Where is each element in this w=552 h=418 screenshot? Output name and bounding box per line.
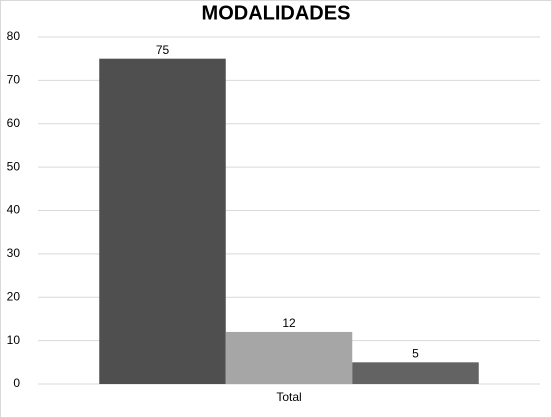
y-tick-label: 20 bbox=[7, 289, 21, 303]
bar bbox=[352, 362, 479, 384]
y-tick-label: 70 bbox=[7, 73, 21, 87]
data-label: 75 bbox=[156, 43, 170, 57]
x-tick-label: Total bbox=[276, 390, 301, 404]
data-label: 12 bbox=[282, 316, 296, 330]
data-label: 5 bbox=[412, 346, 419, 360]
bar bbox=[225, 331, 353, 384]
y-tick-label: 50 bbox=[7, 159, 21, 173]
bar bbox=[99, 58, 226, 384]
y-tick-label: 60 bbox=[7, 116, 21, 130]
y-tick-label: 30 bbox=[7, 246, 21, 260]
y-tick-label: 10 bbox=[7, 333, 21, 347]
chart-title: MODALIDADES bbox=[202, 2, 351, 24]
y-tick-label: 0 bbox=[13, 376, 20, 390]
y-tick-label: 40 bbox=[7, 203, 21, 217]
y-tick-label: 80 bbox=[7, 29, 21, 43]
